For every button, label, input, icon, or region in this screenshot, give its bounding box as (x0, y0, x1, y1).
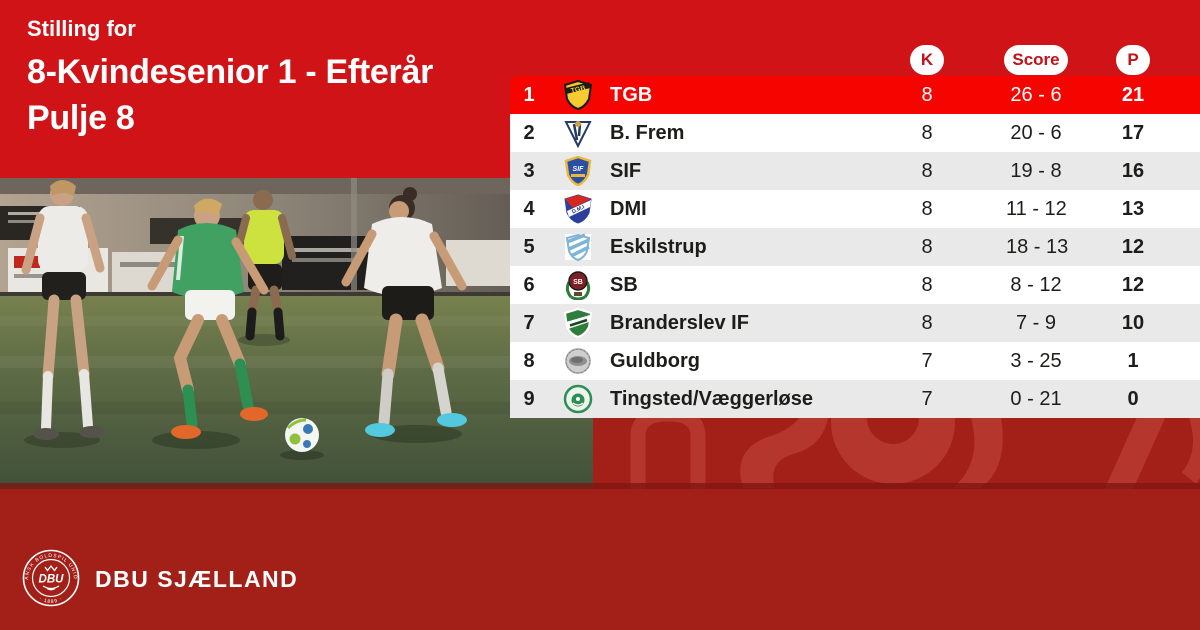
team-crest-sif-icon: SIF (563, 156, 593, 186)
points: 16 (1121, 159, 1145, 182)
page-title: 8-Kvindesenior 1 - Efterår (27, 53, 433, 92)
points: 12 (1121, 273, 1145, 296)
rank: 7 (523, 311, 535, 334)
rank: 9 (523, 387, 535, 410)
points: 10 (1121, 311, 1145, 334)
svg-text:SB: SB (573, 279, 583, 286)
team-crest-bfrem-icon (563, 118, 593, 148)
table-row-bfrem: 2 B. Frem 8 20 - 6 17 (510, 114, 1200, 152)
points: 12 (1121, 235, 1145, 258)
table-row-sif: 3 SIF SIF 8 19 - 8 16 (510, 152, 1200, 190)
svg-text:SIF: SIF (573, 166, 585, 173)
goal-score: 26 - 6 (1010, 83, 1062, 106)
column-header-score: Score (1004, 45, 1068, 75)
points: 0 (1127, 387, 1139, 410)
rank: 4 (523, 197, 535, 220)
team-name: DMI (610, 197, 647, 220)
team-crest-eskilstrup-icon (563, 232, 593, 262)
team-name: SIF (610, 159, 642, 182)
team-name: B. Frem (610, 121, 685, 144)
standings-table: K Score P 1 TGB TGB 8 26 - 6 21 2 (510, 0, 1200, 418)
svg-text:· 1889 ·: · 1889 · (38, 596, 64, 605)
points: 17 (1121, 121, 1145, 144)
matches-played: 8 (921, 235, 933, 258)
white-player-left-figure (21, 180, 105, 440)
table-row-guldborg: 8 Guldborg 7 3 - 25 1 (510, 342, 1200, 380)
team-name: Tingsted/Væggerløse (610, 387, 814, 410)
goal-score: 7 - 9 (1015, 311, 1057, 334)
title-block: Stilling for 8-Kvindesenior 1 - Efterår … (27, 16, 433, 140)
goal-score: 8 - 12 (1010, 273, 1062, 296)
green-player-figure (147, 198, 269, 439)
matches-played: 8 (921, 273, 933, 296)
match-photo (0, 178, 593, 489)
matches-played: 8 (921, 311, 933, 334)
column-header-p: P (1116, 45, 1150, 75)
goal-score: 11 - 12 (1006, 197, 1067, 220)
dbu-watermark-band (593, 418, 1200, 489)
points: 21 (1121, 83, 1145, 106)
svg-text:DBU: DBU (39, 574, 65, 586)
goal-score: 3 - 25 (1010, 349, 1062, 372)
matches-played: 8 (921, 121, 933, 144)
table-row-eskilstrup: 5 Eskilstrup 8 18 - 13 12 (510, 228, 1200, 266)
footer-brand-text: DBU SJÆLLAND (95, 566, 299, 592)
rank: 5 (523, 235, 535, 258)
svg-text:D.M.I: D.M.I (571, 204, 586, 215)
standings-header: K Score P (510, 0, 1200, 76)
dbu-watermark-icon (630, 418, 1200, 489)
points: 1 (1127, 349, 1139, 372)
pool-title: Pulje 8 (27, 99, 135, 138)
matches-played: 7 (921, 387, 933, 410)
points: 13 (1121, 197, 1145, 220)
goal-score: 19 - 8 (1010, 159, 1062, 182)
svg-text:TGB: TGB (570, 85, 586, 95)
team-name: SB (610, 273, 638, 296)
team-crest-dmi-icon: D.M.I (563, 194, 593, 224)
team-name: TGB (610, 83, 653, 106)
rank: 2 (523, 121, 535, 144)
match-photo-illustration (0, 178, 593, 489)
table-row-dmi: 4 D.M.I DMI 8 11 - 12 13 (510, 190, 1200, 228)
team-name: Eskilstrup (610, 235, 707, 258)
rank: 8 (523, 349, 535, 372)
team-crest-tingsted-icon (563, 384, 593, 414)
white-player-right-figure (341, 187, 467, 437)
team-crest-branderslev-icon (563, 308, 593, 338)
table-row-tingsted: 9 Tingsted/Væggerløse 7 0 - 21 0 (510, 380, 1200, 418)
goal-score: 18 - 13 (1006, 235, 1069, 258)
matches-played: 8 (921, 159, 933, 182)
football (285, 418, 319, 452)
rank: 3 (523, 159, 535, 182)
table-row-sb: 6 SB SB 8 8 - 12 12 (510, 266, 1200, 304)
matches-played: 8 (921, 83, 933, 106)
team-crest-sb-icon: SB (563, 270, 593, 300)
column-header-k: K (910, 45, 944, 75)
table-row-tgb: 1 TGB TGB 8 26 - 6 21 (510, 76, 1200, 114)
goal-score: 20 - 6 (1010, 121, 1062, 144)
rank: 1 (523, 83, 535, 106)
table-row-branderslev: 7 Branderslev IF 8 7 - 9 10 (510, 304, 1200, 342)
team-name: Branderslev IF (610, 311, 749, 334)
matches-played: 7 (921, 349, 933, 372)
page-subtitle: Stilling for (27, 16, 136, 41)
team-crest-guldborg-icon (563, 346, 593, 376)
rank: 6 (523, 273, 535, 296)
team-crest-tgb-icon: TGB (563, 80, 593, 110)
goal-score: 0 - 21 (1010, 387, 1062, 410)
team-name: Guldborg (610, 349, 700, 372)
dbu-logo-icon: DANSK BOLDSPIL UNION · 1889 · DBU (19, 544, 81, 608)
section-divider (0, 483, 1200, 489)
matches-played: 8 (921, 197, 933, 220)
